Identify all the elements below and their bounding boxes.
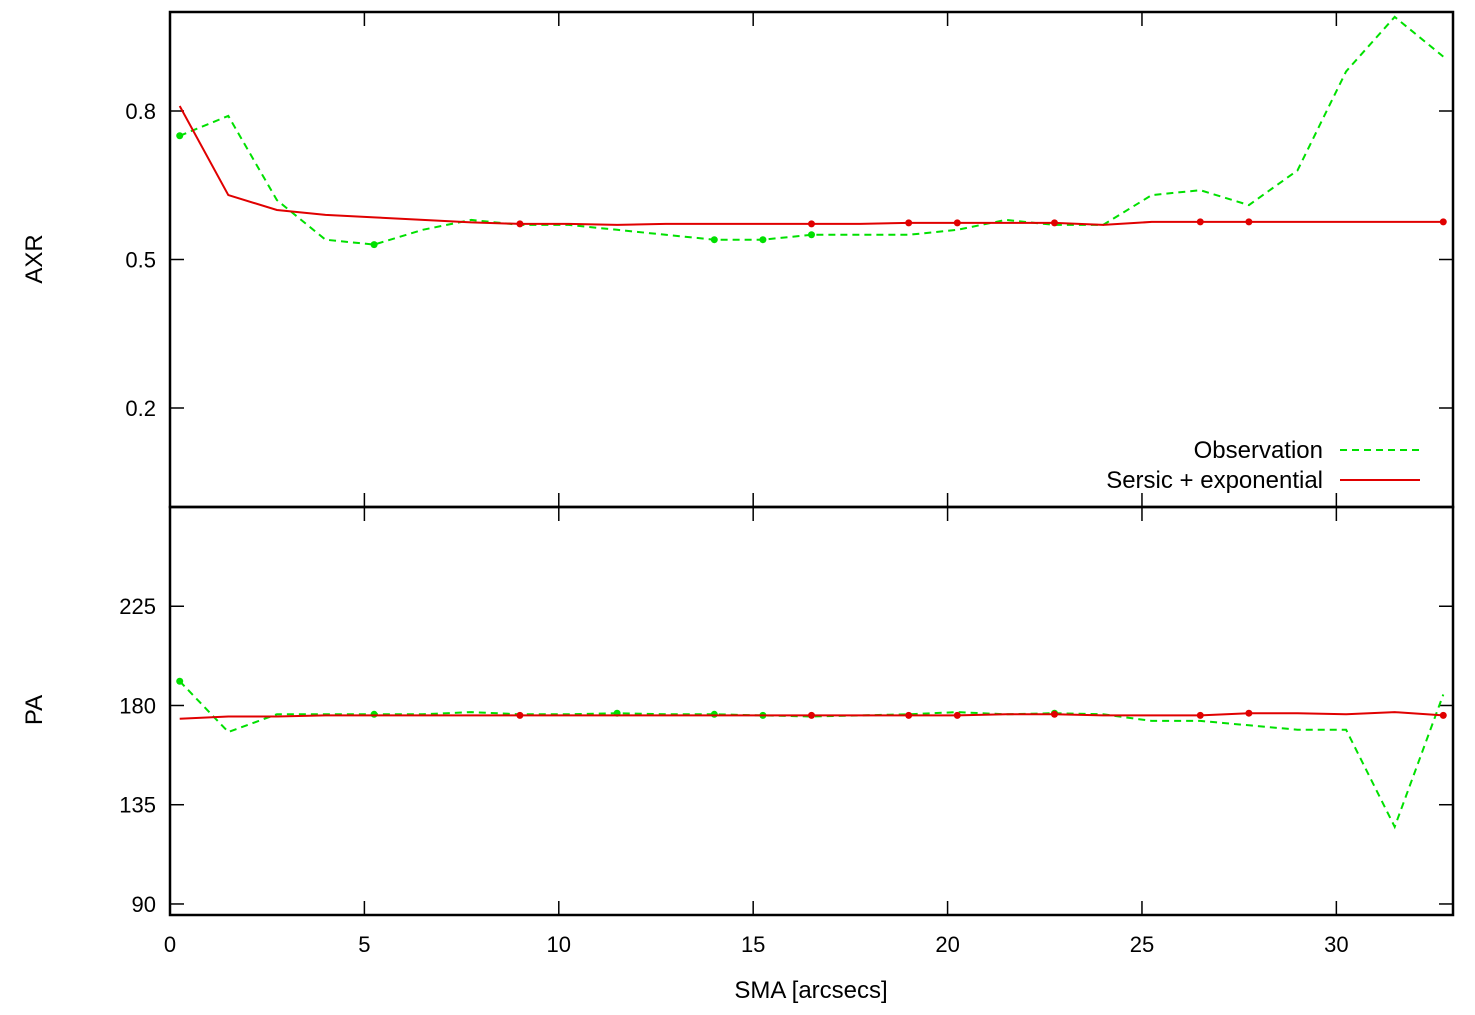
x-tick-label: 25 [1130,932,1154,957]
x-tick-label: 20 [935,932,959,957]
axr-point-observation [759,236,767,244]
pa-point-observation [176,677,184,685]
pa-y-tick-label: 180 [119,693,156,718]
legend-label-model: Sersic + exponential [1106,467,1323,494]
axr-point-observation [176,132,184,140]
axr-plot-frame [168,10,1455,509]
axr-point-model [1439,218,1447,226]
pa-point-model [1196,711,1204,719]
pa-point-model [905,711,913,719]
axr-series-observation [179,15,1444,246]
x-tick-label: 30 [1324,932,1348,957]
axr-point-model [905,219,913,227]
pa-point-model [1439,711,1447,719]
pa-point-model [808,711,815,719]
x-axis-label: SMA [arcsecs] [734,977,887,1004]
pa-point-model [1245,709,1253,717]
legend-label-observation: Observation [1194,437,1323,464]
axr-panel: 0.2 0.5 0.8 [125,10,1455,509]
x-tick-label: 0 [164,932,176,957]
pa-panel: 90 135 180 225 0 5 10 15 20 25 30 [119,505,1455,957]
pa-y-tick-label: 135 [119,793,156,818]
x-tick-label: 5 [358,932,370,957]
axr-point-observation [808,231,815,239]
axr-point-model [1196,218,1204,226]
axr-point-observation [370,241,378,249]
axr-point-model [1050,219,1058,227]
y-axis-label-axr: AXR [21,234,48,283]
axr-y-tick-label: 0.5 [125,248,156,273]
legend: Observation Sersic + exponential [1106,437,1420,494]
pa-point-model [516,711,524,719]
axr-point-model [516,220,524,228]
axr-series-model [178,105,1444,226]
pa-point-observation [710,710,718,718]
pa-point-model [953,711,961,719]
pa-point-observation [370,710,378,718]
axr-y-tick-label: 0.8 [125,99,156,124]
x-tick-label: 15 [741,932,765,957]
axr-point-model [808,220,815,228]
axr-point-observation [710,236,718,244]
x-tick-label: 10 [547,932,571,957]
axr-point-model [953,219,961,227]
pa-plot-frame [168,505,1455,917]
pa-point-model [1050,710,1058,718]
pa-series-observation [178,680,1445,830]
pa-y-tick-label: 225 [119,594,156,619]
axr-y-tick-label: 0.2 [125,396,156,421]
pa-y-tick-label: 90 [132,892,156,917]
axr-point-model [1245,218,1253,226]
y-axis-label-pa: PA [21,695,48,725]
